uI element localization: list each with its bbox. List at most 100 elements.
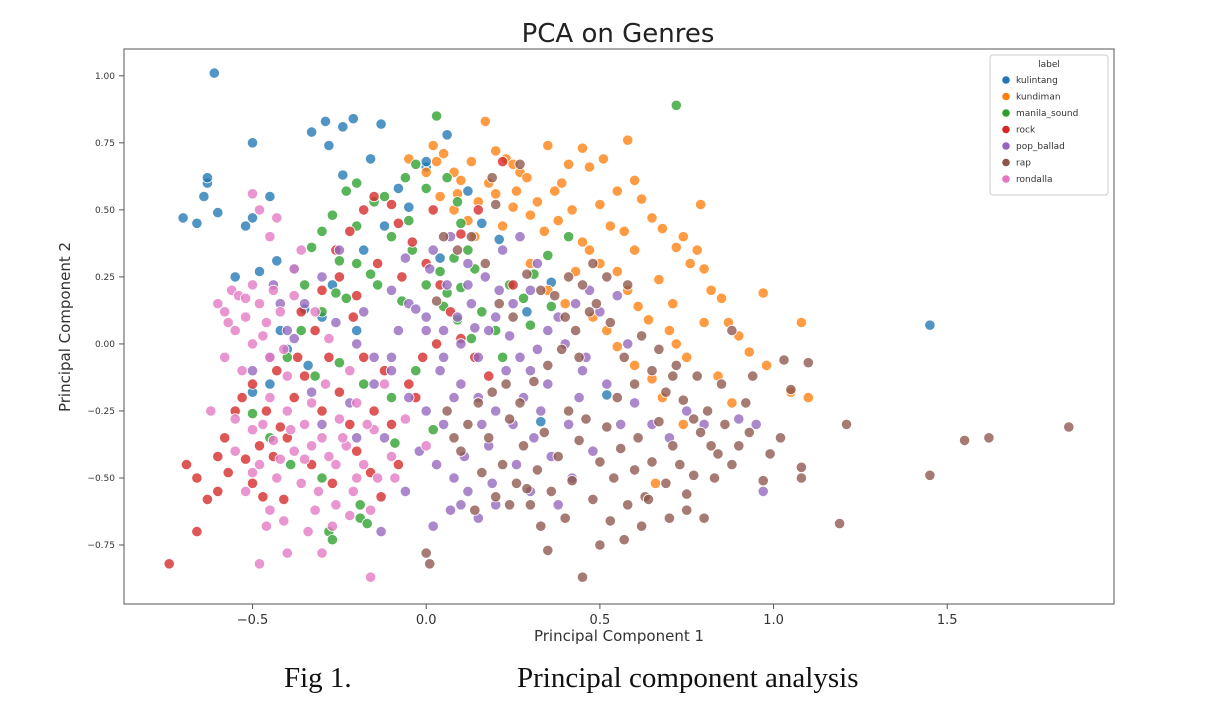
point-pop_ballad-31 bbox=[514, 231, 526, 243]
point-rap-117 bbox=[708, 472, 721, 484]
y-tick-label: 0.00 bbox=[95, 340, 115, 350]
point-rap-77 bbox=[583, 306, 596, 318]
point-kulintang-41 bbox=[302, 359, 314, 371]
point-rondalla-25 bbox=[288, 445, 300, 457]
point-rap-118 bbox=[764, 448, 776, 460]
point-rondalla-15 bbox=[229, 413, 241, 425]
y-tick-label: −0.75 bbox=[87, 541, 115, 551]
point-rap-59 bbox=[663, 512, 676, 524]
point-kulintang-29 bbox=[378, 220, 391, 232]
point-rock-29 bbox=[403, 378, 415, 390]
point-rap-50 bbox=[483, 432, 495, 444]
point-pop_ballad-13 bbox=[611, 290, 623, 302]
point-kundiman-23 bbox=[635, 193, 648, 205]
point-kundiman-6 bbox=[455, 174, 467, 186]
point-rap-63 bbox=[594, 539, 606, 551]
point-pop_ballad-92 bbox=[601, 378, 613, 390]
point-pop_ballad-36 bbox=[281, 324, 293, 337]
point-manila_sound-33 bbox=[385, 391, 398, 404]
legend-label-rondalla: rondalla bbox=[1016, 175, 1052, 185]
point-rondalla-80 bbox=[260, 520, 272, 532]
point-rap-94 bbox=[622, 279, 634, 291]
point-pop_ballad-41 bbox=[455, 499, 467, 511]
point-rondalla-43 bbox=[281, 547, 293, 559]
point-rock-38 bbox=[392, 217, 404, 229]
point-rap-85 bbox=[472, 397, 484, 409]
point-kundiman-45 bbox=[490, 188, 502, 200]
point-kundiman-56 bbox=[642, 314, 655, 326]
point-rap-71 bbox=[635, 330, 648, 342]
point-manila_sound-64 bbox=[340, 292, 352, 304]
legend-label-kundiman: kundiman bbox=[1016, 93, 1061, 103]
point-rondalla-59 bbox=[330, 458, 342, 471]
point-rap-107 bbox=[437, 231, 450, 243]
point-pop_ballad-20 bbox=[455, 378, 467, 390]
point-kundiman-35 bbox=[743, 346, 755, 358]
point-pop_ballad-19 bbox=[437, 418, 450, 430]
point-kulintang-37 bbox=[434, 252, 446, 264]
point-rock-64 bbox=[396, 271, 408, 283]
point-rap-13 bbox=[743, 426, 755, 438]
point-rondalla-35 bbox=[347, 485, 359, 497]
point-rondalla-17 bbox=[264, 391, 276, 404]
point-kulintang-35 bbox=[476, 217, 488, 229]
legend-marker-manila_sound bbox=[1002, 109, 1010, 117]
point-kundiman-72 bbox=[583, 244, 596, 256]
point-pop_ballad-63 bbox=[420, 324, 432, 337]
legend-label-kulintang: kulintang bbox=[1016, 76, 1058, 86]
point-rap-100 bbox=[535, 284, 547, 296]
point-manila_sound-21 bbox=[434, 265, 446, 278]
point-rap-42 bbox=[538, 426, 550, 438]
point-pop_ballad-90 bbox=[399, 485, 411, 497]
point-rap-7 bbox=[795, 461, 808, 473]
point-rap-26 bbox=[646, 456, 658, 468]
point-rock-5 bbox=[212, 485, 224, 497]
point-kulintang-1 bbox=[246, 137, 259, 149]
point-rondalla-77 bbox=[326, 520, 338, 532]
point-kundiman-40 bbox=[757, 287, 769, 299]
point-rondalla-61 bbox=[371, 472, 384, 484]
point-pop_ballad-2 bbox=[420, 311, 432, 323]
point-rondalla-66 bbox=[285, 424, 297, 436]
point-rock-62 bbox=[347, 311, 359, 323]
point-rock-39 bbox=[406, 236, 418, 248]
point-kulintang-9 bbox=[198, 190, 210, 203]
point-rock-67 bbox=[472, 204, 484, 216]
point-manila_sound-2 bbox=[410, 158, 422, 170]
x-axis-title: Principal Component 1 bbox=[534, 627, 704, 645]
point-manila_sound-15 bbox=[420, 182, 432, 194]
point-rap-79 bbox=[556, 343, 568, 355]
point-rap-22 bbox=[674, 458, 686, 471]
y-axis-title: Principal Component 2 bbox=[56, 242, 74, 412]
point-rap-98 bbox=[559, 311, 571, 323]
point-rap-57 bbox=[681, 504, 693, 516]
point-kundiman-66 bbox=[628, 359, 641, 371]
point-rondalla-5 bbox=[246, 279, 259, 291]
point-rock-55 bbox=[219, 432, 231, 444]
point-kundiman-75 bbox=[510, 185, 523, 197]
point-rock-19 bbox=[316, 405, 328, 417]
point-pop_ballad-47 bbox=[552, 499, 564, 511]
point-kulintang-45 bbox=[535, 416, 547, 428]
point-rap-1 bbox=[983, 432, 995, 444]
point-rondalla-75 bbox=[298, 453, 311, 465]
point-kundiman-69 bbox=[677, 418, 689, 430]
point-pop_ballad-17 bbox=[403, 391, 415, 404]
point-rock-10 bbox=[253, 440, 266, 452]
point-rock-20 bbox=[323, 351, 335, 363]
point-manila_sound-30 bbox=[309, 370, 321, 382]
point-rondalla-27 bbox=[323, 450, 335, 463]
point-rondalla-73 bbox=[257, 330, 269, 342]
point-rap-48 bbox=[496, 458, 509, 471]
point-rock-32 bbox=[316, 284, 328, 296]
point-kulintang-42 bbox=[493, 233, 505, 245]
point-rondalla-6 bbox=[253, 298, 266, 310]
point-rap-29 bbox=[628, 464, 641, 476]
point-pop_ballad-40 bbox=[448, 472, 460, 484]
point-manila_sound-57 bbox=[465, 332, 477, 345]
point-rondalla-37 bbox=[264, 504, 276, 516]
point-rondalla-21 bbox=[333, 413, 345, 425]
point-rock-68 bbox=[507, 279, 519, 291]
point-rap-6 bbox=[802, 357, 814, 369]
